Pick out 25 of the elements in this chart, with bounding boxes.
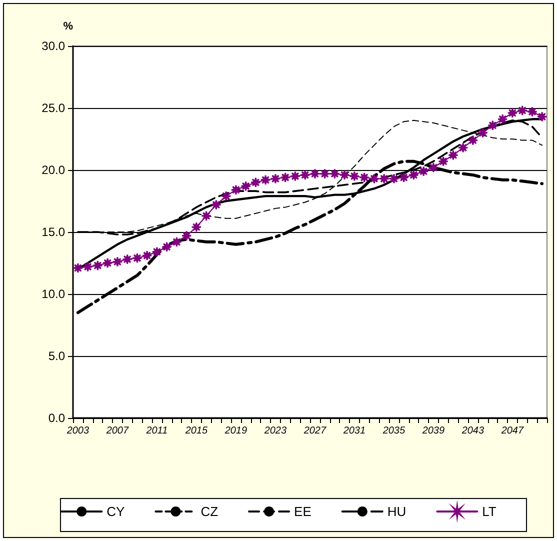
- x-tick-label: 2003: [66, 426, 90, 436]
- x-tick-label: 2027: [302, 426, 326, 436]
- x-tick-label: 2039: [421, 426, 445, 436]
- y-axis-title: %: [63, 20, 74, 32]
- x-tick-label: 2015: [184, 426, 208, 436]
- y-tick-label: 0.0: [48, 411, 66, 425]
- x-tick-label: 2007: [105, 426, 129, 436]
- x-tick-label: 2023: [263, 426, 287, 436]
- x-tick-label: 2035: [382, 426, 406, 436]
- y-tick-label: 25.0: [42, 101, 66, 115]
- x-tick-label: 2031: [342, 426, 366, 436]
- y-tick-label: 10.0: [42, 287, 66, 301]
- legend-label: CZ: [200, 504, 218, 519]
- x-tick-label: 2043: [460, 426, 484, 436]
- legend-label: EE: [294, 504, 312, 519]
- x-tick-label: 2011: [145, 426, 168, 436]
- y-tick-label: 5.0: [48, 349, 66, 363]
- x-tick-label: 2047: [500, 426, 524, 436]
- y-tick-label: 20.0: [42, 163, 66, 177]
- legend-label: HU: [387, 504, 406, 519]
- y-tick-label: 30.0: [42, 39, 66, 53]
- y-tick-label: 15.0: [42, 225, 66, 239]
- x-tick-label: 2019: [224, 426, 248, 436]
- legend-label: LT: [482, 504, 496, 519]
- legend-label: CY: [106, 504, 126, 519]
